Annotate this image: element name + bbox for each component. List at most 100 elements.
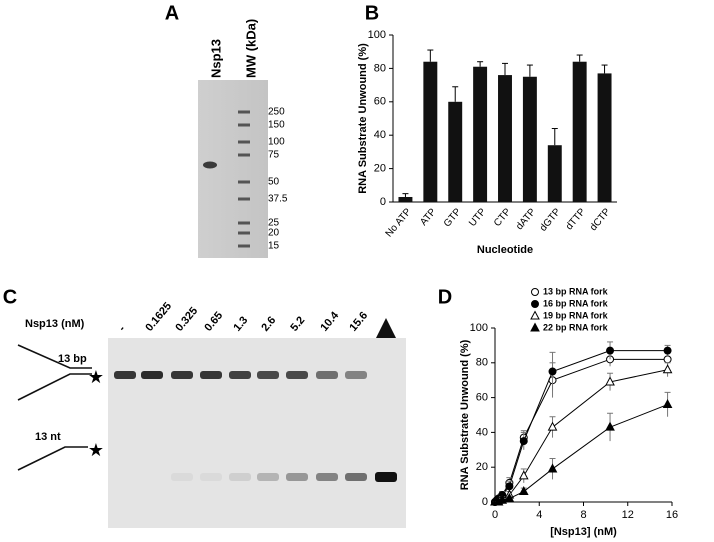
product-band: [257, 473, 279, 481]
x-tick-label: 4: [536, 509, 542, 521]
marker-band: [238, 231, 250, 235]
marker: [605, 421, 615, 431]
substrate-label: 13 bp: [58, 353, 87, 365]
legend-label: 22 bp RNA fork: [543, 322, 609, 332]
x-tick-label: No ATP: [384, 206, 414, 239]
substrate-band: [141, 371, 163, 379]
substrate-band: [286, 371, 308, 379]
y-axis-label: RNA Substrate Unwound (%): [357, 43, 369, 194]
series-line: [495, 404, 668, 503]
y-tick-label: 100: [368, 29, 386, 41]
marker-band: [238, 110, 250, 114]
y-tick-label: 100: [470, 322, 488, 334]
substrate-band: [316, 371, 338, 379]
lane-label: 10.4: [318, 309, 342, 334]
marker-band: [238, 153, 250, 157]
marker-label: 250: [268, 107, 285, 118]
marker-band: [238, 221, 250, 225]
product-label: 13 nt: [35, 431, 61, 443]
bar: [572, 61, 587, 202]
gel: [108, 338, 406, 528]
bar: [522, 76, 537, 202]
x-tick-label: ATP: [418, 206, 439, 228]
x-tick-label: dATP: [514, 206, 538, 232]
marker-band: [238, 197, 250, 201]
product-band: [375, 472, 397, 482]
product-band: [229, 473, 251, 481]
label-star: ★: [88, 367, 104, 387]
x-tick-label: UTP: [467, 206, 488, 229]
marker: [531, 288, 539, 296]
bar: [423, 61, 438, 202]
x-tick-label: 8: [580, 509, 586, 521]
marker-label: 50: [268, 177, 280, 188]
bar: [473, 66, 488, 202]
marker: [531, 300, 539, 308]
substrate-band: [171, 371, 193, 379]
marker-label: 150: [268, 120, 285, 131]
x-axis-label: Nucleotide: [477, 244, 533, 256]
legend-label: 13 bp RNA fork: [543, 286, 609, 296]
y-tick-label: 60: [374, 96, 386, 108]
panel-label: C: [3, 286, 17, 308]
substrate-band: [229, 371, 251, 379]
lane-label: -: [116, 323, 128, 334]
bar: [398, 196, 413, 202]
lane-label: 15.6: [347, 310, 370, 334]
label-star: ★: [88, 440, 104, 460]
x-tick-label: GTP: [442, 206, 464, 229]
y-tick-label: 60: [476, 392, 488, 404]
heat-lane-marker: [376, 318, 396, 338]
marker-band: [238, 123, 250, 127]
marker: [497, 494, 508, 504]
lane-label: 0.325: [173, 305, 200, 334]
product-band: [200, 473, 222, 481]
marker: [662, 398, 673, 409]
marker-band: [238, 244, 250, 248]
x-tick-label: CTP: [492, 206, 513, 229]
marker-label: 20: [268, 228, 280, 239]
product-band: [316, 473, 338, 481]
marker: [504, 492, 515, 503]
lane-label: 1.3: [231, 314, 250, 333]
panel-label: B: [365, 2, 379, 24]
product-band: [286, 473, 308, 481]
marker: [606, 346, 615, 355]
marker: [547, 421, 558, 431]
substrate-diagram: [17, 344, 92, 471]
x-tick-label: 0: [492, 509, 498, 521]
panel-label: A: [165, 2, 179, 24]
marker-label: 100: [268, 137, 285, 148]
x-tick-label: dCTP: [588, 206, 613, 233]
lane-label: 5.2: [288, 314, 307, 333]
product-band: [171, 473, 193, 481]
y-axis-label: RNA Substrate Unwound (%): [459, 339, 471, 490]
marker-band: [238, 180, 250, 184]
marker: [547, 463, 558, 473]
y-tick-label: 0: [380, 196, 386, 208]
marker-label: 15: [268, 241, 280, 252]
marker: [605, 376, 615, 386]
marker: [662, 364, 673, 374]
marker: [505, 482, 514, 491]
panel-label: D: [438, 286, 452, 308]
marker: [518, 485, 529, 496]
marker: [530, 310, 540, 320]
y-tick-label: 40: [476, 426, 488, 438]
lane-label: 2.6: [259, 314, 278, 333]
marker-label: 37.5: [268, 194, 288, 205]
y-tick-label: 40: [374, 129, 386, 141]
marker: [663, 346, 672, 355]
marker-label: 75: [268, 150, 280, 161]
bar: [597, 73, 612, 202]
marker: [663, 355, 672, 364]
gel-title: Nsp13 (nM): [25, 318, 85, 330]
y-tick-label: 0: [482, 496, 488, 508]
bar: [448, 101, 463, 202]
substrate-band: [257, 371, 279, 379]
lane-label: 0.65: [202, 310, 225, 334]
x-tick-label: 12: [622, 509, 634, 521]
gel: [198, 80, 268, 258]
substrate-band: [345, 371, 367, 379]
